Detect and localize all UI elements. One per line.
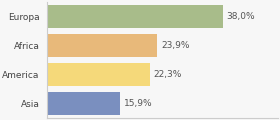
Text: 15,9%: 15,9% [124, 99, 153, 108]
Bar [47, 63, 150, 86]
Bar [47, 92, 120, 115]
Text: 23,9%: 23,9% [161, 41, 190, 50]
Text: 38,0%: 38,0% [226, 12, 255, 21]
Text: 22,3%: 22,3% [154, 70, 182, 79]
Bar [47, 5, 223, 28]
Bar [47, 34, 157, 57]
